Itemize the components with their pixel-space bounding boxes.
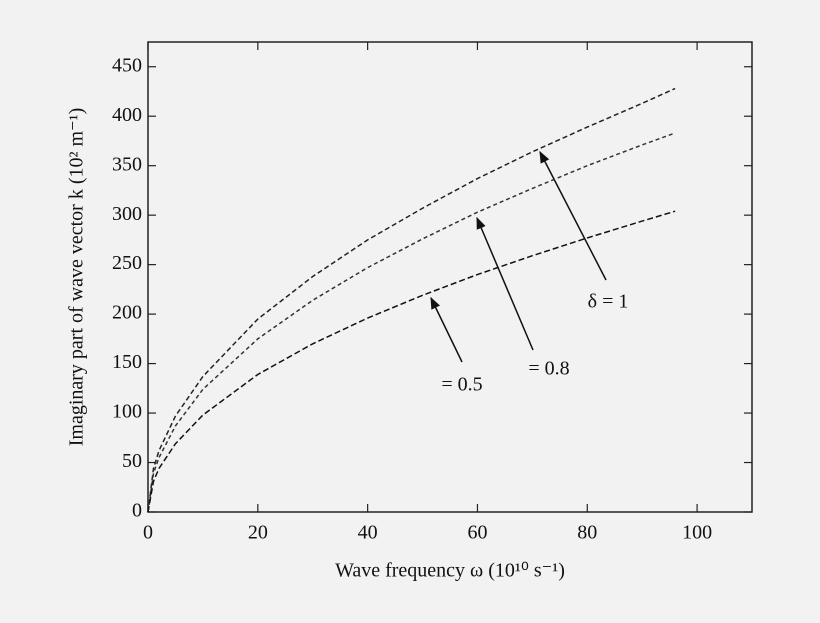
arrow [476, 216, 534, 351]
y-tick-label: 100 [112, 401, 142, 423]
x-tick-label: 60 [467, 522, 487, 544]
line-series [147, 87, 676, 513]
y-tick-label: 50 [122, 450, 142, 472]
y-tick-label: 300 [112, 203, 142, 225]
y-tick-label: 350 [112, 153, 142, 175]
y-tick-label: 250 [112, 252, 142, 274]
y-axis-label: Imaginary part of wave vector k (10² m⁻¹… [66, 108, 88, 447]
annotation: = 0.5 [441, 374, 482, 396]
y-tick-label: 200 [112, 302, 142, 324]
y-tick-label: 400 [112, 104, 142, 126]
annotation: δ = 1 [588, 291, 629, 313]
arrow [539, 150, 607, 281]
line-series [147, 210, 676, 513]
x-tick-label: 80 [577, 522, 597, 544]
arrow [430, 296, 463, 363]
x-axis-label: Wave frequency ω (10¹⁰ s⁻¹) [335, 560, 565, 582]
y-tick-label: 150 [112, 351, 142, 373]
x-tick-label: 20 [248, 522, 268, 544]
x-tick-label: 40 [358, 522, 378, 544]
x-tick-label: 0 [143, 522, 153, 544]
y-tick-label: 450 [112, 54, 142, 76]
annotation: = 0.8 [528, 358, 569, 380]
x-tick-label: 100 [682, 522, 712, 544]
plot-frame [147, 41, 753, 513]
y-tick-label: 0 [132, 500, 142, 522]
line-series [147, 132, 676, 513]
